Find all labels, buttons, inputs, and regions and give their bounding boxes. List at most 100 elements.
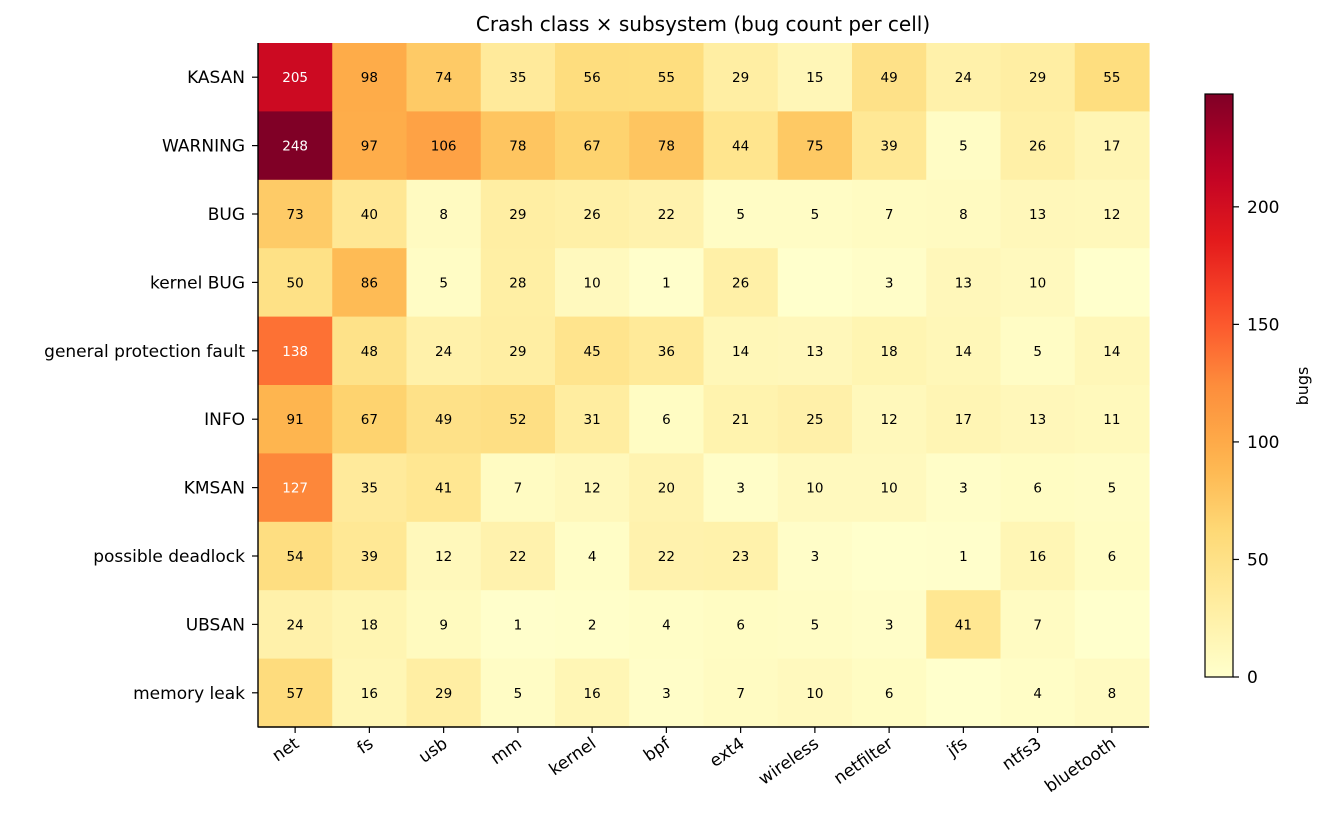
heatmap-cell [480, 43, 556, 112]
heatmap-cell [703, 179, 779, 249]
cell-value-label: 7 [885, 207, 894, 223]
cell-value-label: 55 [658, 70, 675, 86]
heatmap-cell [926, 43, 1002, 112]
heatmap-cell [1074, 43, 1150, 112]
cell-value-label: 18 [361, 617, 378, 633]
heatmap-cell [629, 316, 705, 386]
heatmap-cell [332, 453, 408, 523]
cell-value-label: 35 [509, 70, 526, 86]
cell-value-label: 41 [435, 481, 452, 497]
cell-value-label: 5 [514, 686, 523, 702]
cell-value-label: 36 [658, 344, 675, 360]
column-label: kernel [546, 734, 600, 780]
cell-value-label: 9 [439, 617, 448, 633]
cell-value-label: 16 [584, 686, 601, 702]
cell-value-label: 29 [509, 207, 526, 223]
cell-value-label: 39 [361, 549, 378, 565]
cell-value-label: 4 [588, 549, 597, 565]
cell-value-label: 1 [662, 275, 671, 291]
cell-value-label: 13 [806, 344, 823, 360]
colorbar-gradient [1204, 93, 1234, 678]
heatmap-cell [555, 590, 630, 660]
heatmap-cell [703, 590, 779, 660]
cell-value-label: 6 [885, 686, 894, 702]
heatmap-cell [852, 590, 927, 660]
cell-value-label: 8 [439, 207, 448, 223]
cell-value-label: 5 [811, 617, 820, 633]
heatmap-cell [1000, 248, 1076, 318]
cell-value-label: 39 [881, 139, 898, 155]
heatmap-cell [258, 316, 333, 386]
heatmap-cell [926, 385, 1002, 454]
cell-value-label: 29 [1029, 70, 1046, 86]
cell-value-label: 24 [435, 344, 452, 360]
cell-value-label: 18 [881, 344, 898, 360]
heatmap-cell [1000, 658, 1076, 728]
heatmap-cell [555, 453, 630, 523]
heatmap-cell [406, 521, 482, 591]
heatmap-cell [777, 316, 853, 386]
cell-value-label: 248 [282, 139, 308, 155]
heatmap-cell [332, 179, 408, 249]
heatmap-cell [406, 43, 482, 112]
heatmap-cell [555, 248, 630, 318]
heatmap-cell [480, 658, 556, 728]
heatmap-cell [555, 316, 630, 386]
row-label: possible deadlock [93, 547, 245, 567]
heatmap-cell [629, 590, 705, 660]
cell-value-label: 57 [287, 686, 304, 702]
heatmap-cell [703, 453, 779, 523]
heatmap-cell [258, 385, 333, 454]
column-label: net [269, 734, 304, 767]
cell-value-label: 5 [811, 207, 820, 223]
colorbar-tick-label: 200 [1247, 198, 1279, 218]
heatmap-cell [1074, 658, 1150, 728]
heatmap-cell [480, 316, 556, 386]
heatmap-cell [703, 316, 779, 386]
cell-value-label: 28 [509, 275, 526, 291]
heatmap-cell [332, 316, 408, 386]
cell-value-label: 40 [361, 207, 378, 223]
cell-value-label: 86 [361, 275, 378, 291]
column-labels: net fs usb mm kernel bpf ext4 wireless netfilter… [269, 733, 1120, 797]
cell-value-label: 55 [1103, 70, 1120, 86]
heatmap-cell [1000, 316, 1076, 386]
row-label: KASAN [187, 68, 245, 88]
heatmap-cell [852, 111, 927, 181]
cell-value-label: 15 [806, 70, 823, 86]
cell-value-label: 78 [509, 139, 526, 155]
cell-value-label: 67 [361, 412, 378, 428]
heatmap-cell [406, 111, 482, 181]
cell-value-label: 44 [732, 139, 749, 155]
cell-value-label: 5 [959, 139, 968, 155]
cell-value-label: 12 [584, 481, 601, 497]
heatmap-cell [332, 248, 408, 318]
cell-value-label: 29 [732, 70, 749, 86]
heatmap-cell [258, 658, 333, 728]
heatmap-cell [852, 385, 927, 454]
cell-value-label: 5 [736, 207, 745, 223]
cell-value-label: 6 [1033, 481, 1042, 497]
column-label: wireless [755, 734, 823, 790]
colorbar-label: bugs [1293, 367, 1312, 406]
cell-value-label: 73 [287, 207, 304, 223]
row-label: kernel BUG [150, 273, 245, 293]
cell-value-label: 12 [881, 412, 898, 428]
heatmap-cell [777, 43, 853, 112]
heatmap-cell [480, 590, 556, 660]
cell-value-label: 29 [509, 344, 526, 360]
cell-value-label: 75 [806, 139, 823, 155]
cell-value-label: 205 [282, 70, 308, 86]
heatmap-cell [258, 453, 333, 523]
colorbar-tick-label: 100 [1247, 433, 1279, 453]
cell-value-label: 5 [439, 275, 448, 291]
cell-value-label: 35 [361, 481, 378, 497]
cell-value-label: 10 [806, 481, 823, 497]
cell-value-label: 24 [955, 70, 972, 86]
cell-value-label: 52 [509, 412, 526, 428]
heatmap-cell [703, 658, 779, 728]
heatmap-cell [1000, 179, 1076, 249]
heatmap-cell [555, 385, 630, 454]
axes [252, 43, 1149, 733]
